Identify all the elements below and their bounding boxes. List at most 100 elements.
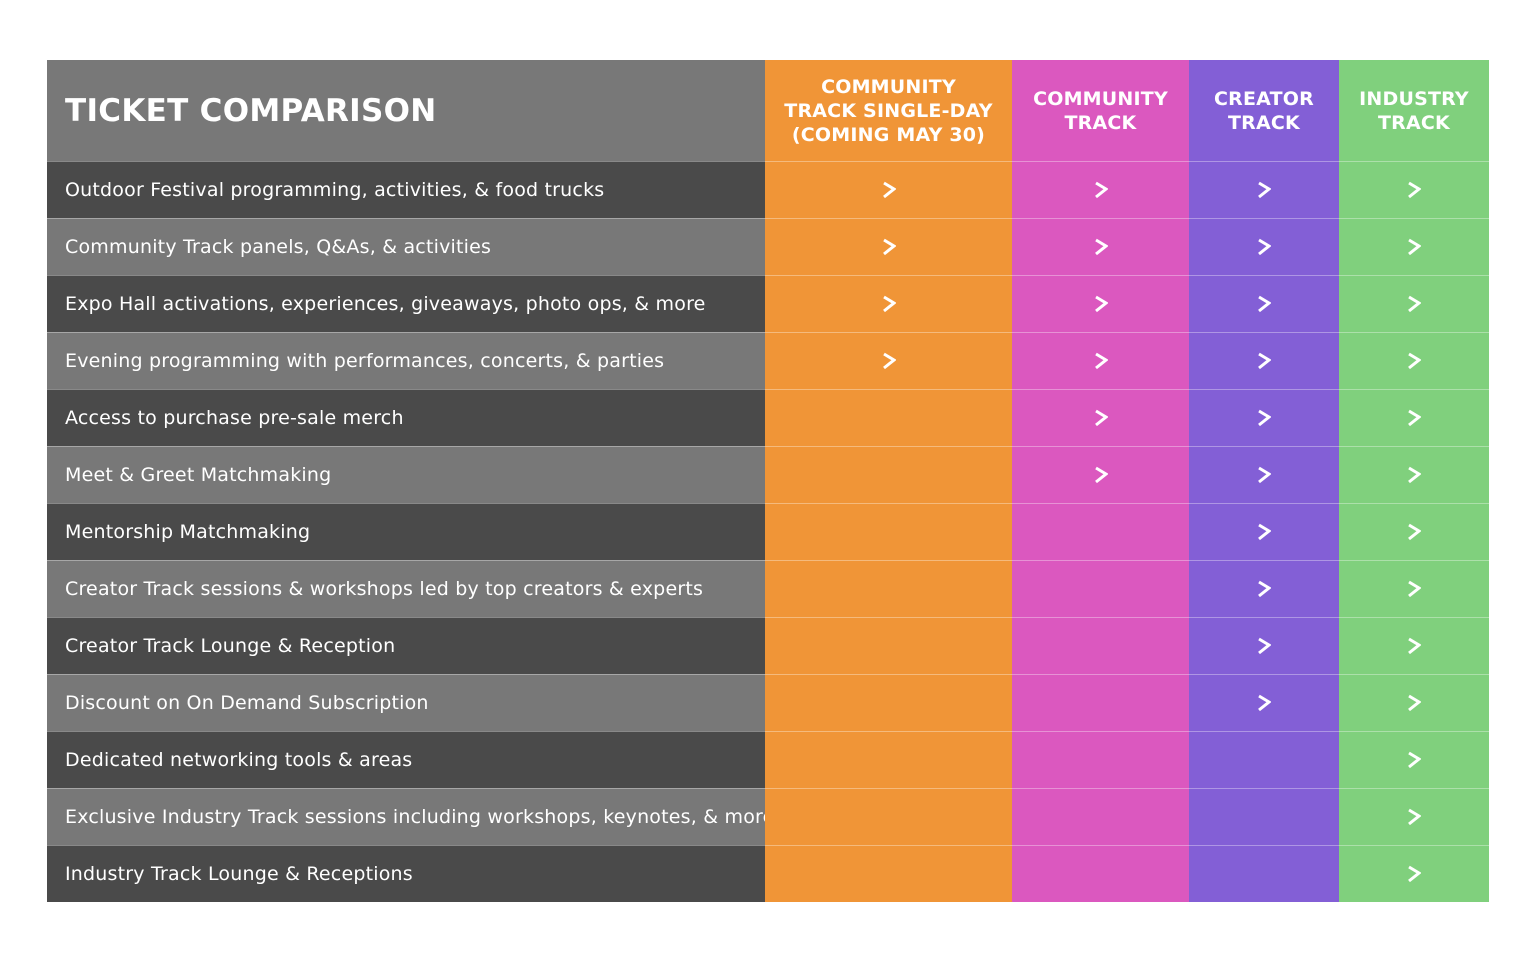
chevron-right-icon <box>1258 352 1271 370</box>
chevron-right-icon <box>1258 694 1271 712</box>
feature-label: Dedicated networking tools & areas <box>47 731 765 788</box>
feature-label: Mentorship Matchmaking <box>47 503 765 560</box>
feature-cell-community <box>1012 674 1189 731</box>
feature-cell-industry <box>1339 218 1489 275</box>
column-header-label: INDUSTRY TRACK <box>1359 87 1469 134</box>
feature-cell-community <box>1012 731 1189 788</box>
feature-label: Community Track panels, Q&As, & activiti… <box>47 218 765 275</box>
feature-cell-community-single-day <box>765 218 1012 275</box>
column-header-creator: CREATOR TRACK <box>1189 60 1339 161</box>
feature-cell-industry <box>1339 731 1489 788</box>
chevron-right-icon <box>882 181 896 199</box>
chevron-right-icon <box>1258 637 1271 655</box>
feature-label: Creator Track Lounge & Reception <box>47 617 765 674</box>
feature-cell-community <box>1012 845 1189 902</box>
feature-cell-industry <box>1339 332 1489 389</box>
feature-cell-community <box>1012 617 1189 674</box>
ticket-comparison-table: TICKET COMPARISON COMMUNITY TRACK SINGLE… <box>47 60 1489 902</box>
feature-cell-community-single-day <box>765 788 1012 845</box>
chevron-right-icon <box>1408 352 1421 370</box>
chevron-right-icon <box>882 238 896 256</box>
column-header-label: CREATOR TRACK <box>1214 87 1314 134</box>
feature-label: Discount on On Demand Subscription <box>47 674 765 731</box>
chevron-right-icon <box>1094 409 1108 427</box>
feature-cell-industry <box>1339 560 1489 617</box>
feature-cell-creator <box>1189 503 1339 560</box>
chevron-right-icon <box>1408 637 1421 655</box>
feature-cell-community <box>1012 503 1189 560</box>
feature-cell-creator <box>1189 617 1339 674</box>
feature-cell-community-single-day <box>765 617 1012 674</box>
feature-cell-industry <box>1339 389 1489 446</box>
chevron-right-icon <box>1258 238 1271 256</box>
chevron-right-icon <box>1408 694 1421 712</box>
column-header-label: COMMUNITY TRACK SINGLE-DAY (COMING MAY 3… <box>784 75 993 146</box>
chevron-right-icon <box>882 352 896 370</box>
chevron-right-icon <box>1094 352 1108 370</box>
feature-cell-creator <box>1189 674 1339 731</box>
feature-cell-community <box>1012 161 1189 218</box>
feature-cell-creator <box>1189 446 1339 503</box>
feature-label: Expo Hall activations, experiences, give… <box>47 275 765 332</box>
feature-cell-community-single-day <box>765 446 1012 503</box>
feature-cell-industry <box>1339 503 1489 560</box>
chevron-right-icon <box>1408 865 1421 883</box>
feature-label: Exclusive Industry Track sessions includ… <box>47 788 774 845</box>
feature-cell-community <box>1012 275 1189 332</box>
feature-cell-creator <box>1189 389 1339 446</box>
chevron-right-icon <box>1258 295 1271 313</box>
chevron-right-icon <box>1408 466 1421 484</box>
feature-label: Access to purchase pre-sale merch <box>47 389 765 446</box>
feature-label: Meet & Greet Matchmaking <box>47 446 765 503</box>
chevron-right-icon <box>1408 295 1421 313</box>
chevron-right-icon <box>1258 466 1271 484</box>
chevron-right-icon <box>1094 466 1108 484</box>
chevron-right-icon <box>1408 751 1421 769</box>
column-header-community-single-day: COMMUNITY TRACK SINGLE-DAY (COMING MAY 3… <box>765 60 1012 161</box>
feature-cell-community <box>1012 389 1189 446</box>
feature-cell-community-single-day <box>765 845 1012 902</box>
column-header-community: COMMUNITY TRACK <box>1012 60 1189 161</box>
chevron-right-icon <box>882 295 896 313</box>
feature-cell-creator <box>1189 788 1339 845</box>
feature-cell-community-single-day <box>765 161 1012 218</box>
chevron-right-icon <box>1094 295 1108 313</box>
chevron-right-icon <box>1094 238 1108 256</box>
feature-cell-creator <box>1189 332 1339 389</box>
feature-cell-creator <box>1189 731 1339 788</box>
feature-cell-community-single-day <box>765 674 1012 731</box>
feature-cell-industry <box>1339 446 1489 503</box>
feature-cell-creator <box>1189 845 1339 902</box>
chevron-right-icon <box>1408 409 1421 427</box>
chevron-right-icon <box>1408 808 1421 826</box>
table-title: TICKET COMPARISON <box>47 60 765 161</box>
column-header-label: COMMUNITY TRACK <box>1033 87 1168 134</box>
feature-cell-creator <box>1189 218 1339 275</box>
feature-cell-community-single-day <box>765 560 1012 617</box>
chevron-right-icon <box>1408 523 1421 541</box>
chevron-right-icon <box>1258 181 1271 199</box>
feature-cell-community-single-day <box>765 389 1012 446</box>
feature-label: Outdoor Festival programming, activities… <box>47 161 765 218</box>
feature-cell-community-single-day <box>765 275 1012 332</box>
feature-cell-industry <box>1339 845 1489 902</box>
feature-cell-community <box>1012 332 1189 389</box>
feature-cell-industry <box>1339 674 1489 731</box>
feature-cell-industry <box>1339 275 1489 332</box>
chevron-right-icon <box>1408 580 1421 598</box>
feature-label: Creator Track sessions & workshops led b… <box>47 560 765 617</box>
chevron-right-icon <box>1258 409 1271 427</box>
feature-label: Industry Track Lounge & Receptions <box>47 845 765 902</box>
feature-cell-industry <box>1339 161 1489 218</box>
chevron-right-icon <box>1094 181 1108 199</box>
column-header-industry: INDUSTRY TRACK <box>1339 60 1489 161</box>
feature-cell-community-single-day <box>765 503 1012 560</box>
feature-cell-industry <box>1339 617 1489 674</box>
chevron-right-icon <box>1258 523 1271 541</box>
feature-cell-community <box>1012 560 1189 617</box>
chevron-right-icon <box>1408 238 1421 256</box>
feature-cell-creator <box>1189 560 1339 617</box>
chevron-right-icon <box>1258 580 1271 598</box>
feature-cell-creator <box>1189 275 1339 332</box>
feature-cell-community-single-day <box>765 332 1012 389</box>
